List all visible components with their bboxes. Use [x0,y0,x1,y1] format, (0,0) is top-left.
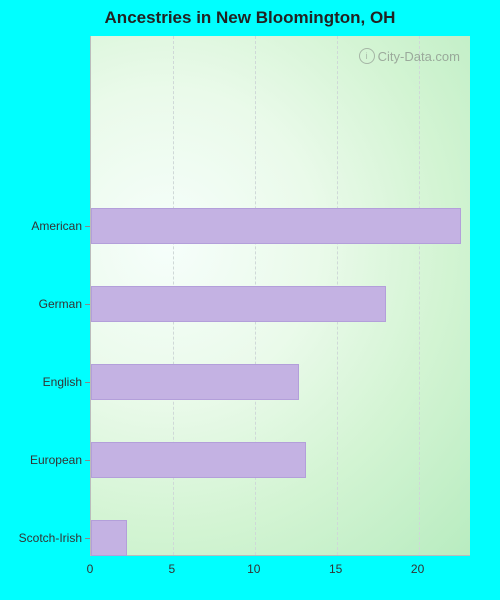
y-tick [85,226,90,227]
y-tick [85,538,90,539]
x-tick-label: 10 [247,562,260,576]
x-tick-label: 5 [169,562,176,576]
y-tick-label: European [0,453,82,467]
watermark: i City-Data.com [359,48,460,64]
plot-area [90,36,470,556]
y-tick-label: German [0,297,82,311]
bar [91,442,306,478]
x-tick-label: 0 [87,562,94,576]
watermark-text: City-Data.com [378,49,460,64]
bar [91,364,299,400]
y-tick-label: English [0,375,82,389]
x-tick-label: 15 [329,562,342,576]
bar [91,520,127,556]
bar [91,286,386,322]
y-tick [85,382,90,383]
info-icon: i [359,48,375,64]
y-tick [85,304,90,305]
bar [91,208,461,244]
y-tick [85,460,90,461]
y-tick-label: Scotch-Irish [0,531,82,545]
x-tick-label: 20 [411,562,424,576]
chart-title: Ancestries in New Bloomington, OH [0,8,500,28]
grid-line [419,36,420,555]
y-tick-label: American [0,219,82,233]
